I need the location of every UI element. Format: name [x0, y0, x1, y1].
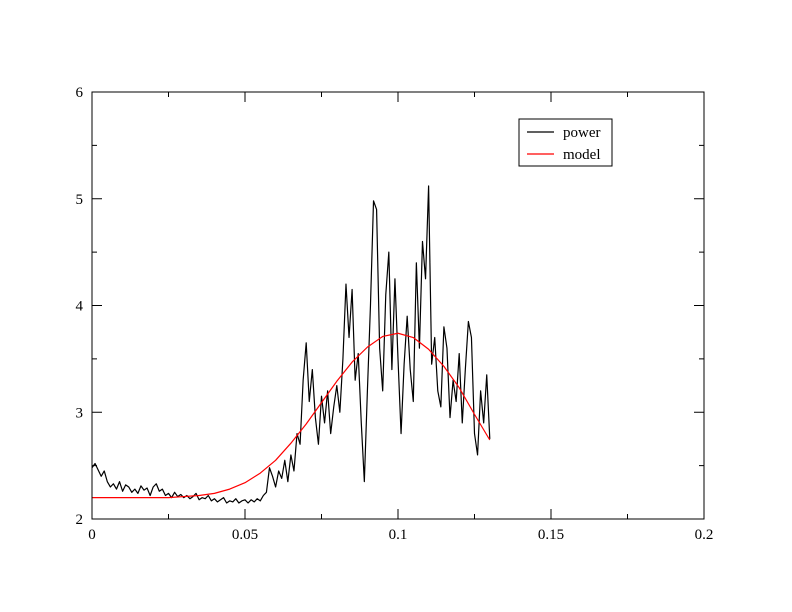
plot-frame	[91, 91, 705, 520]
y-tick-label: 5	[76, 192, 84, 208]
y-tick-label: 3	[76, 405, 84, 421]
legend: power model	[518, 118, 613, 167]
y-tick-label: 4	[76, 299, 84, 315]
x-tick-label: 0.1	[389, 527, 408, 543]
tick-labels: 0 0.05 0.1 0.15 0.2 2 3 4 5 6	[76, 85, 714, 543]
legend-label-model: model	[563, 147, 601, 163]
x-tick-label: 0	[88, 527, 96, 543]
series-line-power	[91, 185, 491, 504]
x-tick-label: 0.05	[232, 527, 258, 543]
y-tick-label: 6	[76, 85, 84, 101]
x-tick-label: 0.15	[538, 527, 564, 543]
series-line-model	[92, 332, 491, 499]
y-tick-label: 2	[76, 512, 84, 528]
legend-label-power: power	[563, 125, 601, 141]
series-layer	[91, 185, 491, 504]
legend-box	[518, 118, 613, 167]
x-tick-label: 0.2	[695, 527, 714, 543]
